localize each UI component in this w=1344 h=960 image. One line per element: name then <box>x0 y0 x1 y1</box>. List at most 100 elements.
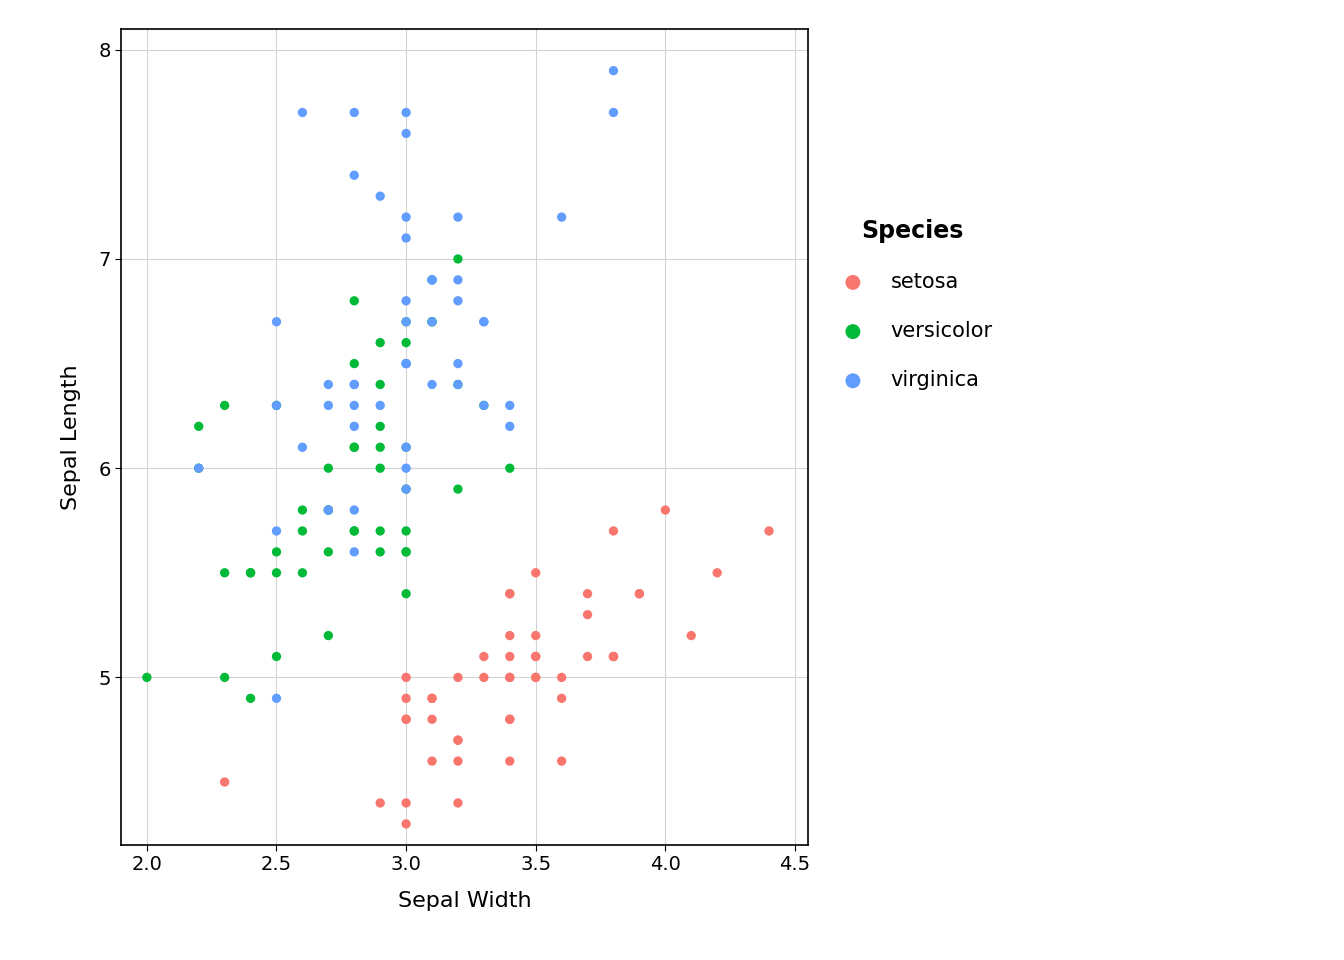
versicolor <box>344 440 366 455</box>
versicolor <box>214 565 235 581</box>
versicolor <box>292 523 313 539</box>
virginica <box>499 419 520 434</box>
versicolor <box>395 523 417 539</box>
setosa <box>577 607 598 622</box>
setosa <box>448 732 469 748</box>
virginica <box>473 397 495 413</box>
setosa <box>629 586 650 601</box>
virginica <box>344 544 366 560</box>
setosa <box>526 670 547 685</box>
setosa <box>499 670 520 685</box>
versicolor <box>239 565 261 581</box>
versicolor <box>370 544 391 560</box>
versicolor <box>214 670 235 685</box>
virginica <box>448 377 469 393</box>
setosa <box>395 795 417 810</box>
versicolor <box>370 523 391 539</box>
versicolor <box>266 649 288 664</box>
setosa <box>214 775 235 790</box>
virginica <box>188 461 210 476</box>
setosa <box>448 795 469 810</box>
virginica <box>551 209 573 225</box>
setosa <box>473 670 495 685</box>
setosa <box>526 628 547 643</box>
virginica <box>344 105 366 120</box>
virginica <box>344 502 366 517</box>
setosa <box>629 586 650 601</box>
virginica <box>344 168 366 183</box>
virginica <box>395 105 417 120</box>
setosa <box>499 649 520 664</box>
versicolor <box>344 523 366 539</box>
virginica <box>448 293 469 308</box>
setosa <box>526 670 547 685</box>
setosa <box>577 586 598 601</box>
setosa <box>448 670 469 685</box>
setosa <box>448 732 469 748</box>
setosa <box>421 690 442 706</box>
virginica <box>266 397 288 413</box>
versicolor <box>370 419 391 434</box>
virginica <box>395 209 417 225</box>
Y-axis label: Sepal Length: Sepal Length <box>62 364 82 510</box>
virginica <box>266 690 288 706</box>
versicolor <box>317 544 339 560</box>
versicolor <box>370 461 391 476</box>
virginica <box>448 209 469 225</box>
virginica <box>602 105 624 120</box>
setosa <box>499 628 520 643</box>
virginica <box>395 314 417 329</box>
setosa <box>395 711 417 727</box>
virginica <box>602 63 624 79</box>
versicolor <box>448 377 469 393</box>
virginica <box>395 126 417 141</box>
virginica <box>370 188 391 204</box>
versicolor <box>370 377 391 393</box>
setosa <box>526 565 547 581</box>
versicolor <box>448 252 469 267</box>
setosa <box>395 670 417 685</box>
versicolor <box>421 273 442 288</box>
versicolor <box>239 690 261 706</box>
versicolor <box>344 293 366 308</box>
versicolor <box>370 335 391 350</box>
virginica <box>421 273 442 288</box>
virginica <box>448 273 469 288</box>
setosa <box>655 502 676 517</box>
setosa <box>602 649 624 664</box>
versicolor <box>395 544 417 560</box>
virginica <box>421 377 442 393</box>
virginica <box>395 230 417 246</box>
virginica <box>317 502 339 517</box>
virginica <box>317 397 339 413</box>
versicolor <box>317 461 339 476</box>
setosa <box>526 649 547 664</box>
versicolor <box>214 397 235 413</box>
setosa <box>707 565 728 581</box>
setosa <box>526 649 547 664</box>
setosa <box>499 711 520 727</box>
versicolor <box>395 440 417 455</box>
virginica <box>317 377 339 393</box>
versicolor <box>395 544 417 560</box>
versicolor <box>266 565 288 581</box>
setosa <box>602 649 624 664</box>
versicolor <box>395 314 417 329</box>
virginica <box>473 314 495 329</box>
virginica <box>266 523 288 539</box>
versicolor <box>188 461 210 476</box>
setosa <box>370 795 391 810</box>
virginica <box>395 461 417 476</box>
virginica <box>344 419 366 434</box>
virginica <box>395 293 417 308</box>
virginica <box>448 356 469 372</box>
versicolor <box>395 481 417 496</box>
virginica <box>395 440 417 455</box>
versicolor <box>317 502 339 517</box>
versicolor <box>499 461 520 476</box>
setosa <box>395 711 417 727</box>
versicolor <box>344 523 366 539</box>
setosa <box>680 628 702 643</box>
virginica <box>421 273 442 288</box>
versicolor <box>344 440 366 455</box>
